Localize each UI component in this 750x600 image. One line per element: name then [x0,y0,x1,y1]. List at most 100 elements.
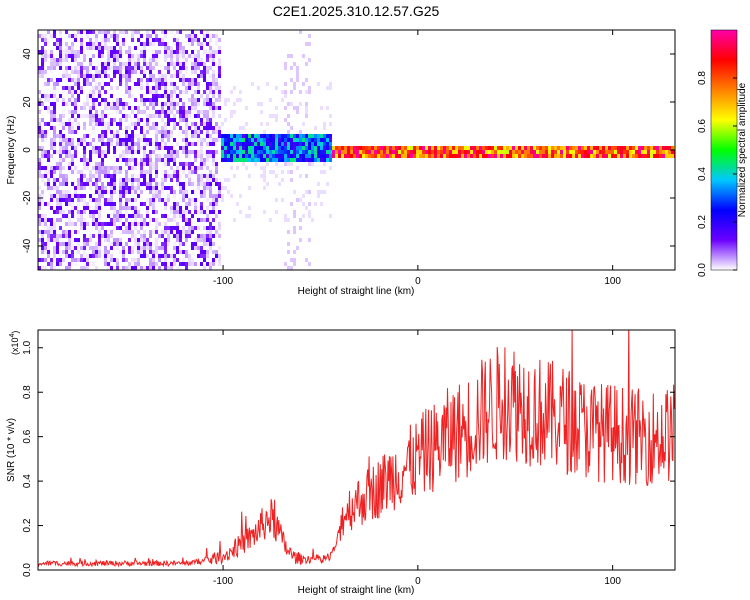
heatmap-cell [188,226,191,230]
heatmap-cell [41,238,44,242]
heatmap-cell [107,150,110,154]
heatmap-cell [53,126,56,130]
heatmap-cell [185,250,188,254]
heatmap-cell [176,42,179,46]
heatmap-cell [515,146,518,150]
heatmap-cell [113,210,116,214]
heatmap-cell [302,202,305,206]
heatmap-cell [374,154,377,158]
heatmap-cell [512,146,515,150]
heatmap-cell [611,150,614,154]
heatmap-cell [143,254,146,258]
heatmap-cell [503,150,506,154]
heatmap-cell [56,194,59,198]
heatmap-cell [263,186,266,190]
heatmap-cell [230,158,233,162]
heatmap-cell [50,238,53,242]
heatmap-cell [125,150,128,154]
heatmap-cell [95,254,98,258]
heatmap-cell [137,230,140,234]
heatmap-cell [254,142,257,146]
heatmap-cell [248,158,251,162]
heatmap-cell [146,214,149,218]
heatmap-cell [224,134,227,138]
heatmap-cell [143,226,146,230]
heatmap-cell [236,150,239,154]
heatmap-cell [125,130,128,134]
heatmap-cell [125,126,128,130]
heatmap-cell [194,198,197,202]
heatmap-cell [47,94,50,98]
heatmap-cell [173,154,176,158]
snr-plot: -100 0 100 0.00.20.40.60.81.0 Height of st… [6,329,676,596]
heatmap-cell [299,102,302,106]
heatmap-cell [212,54,215,58]
heatmap-cell [167,198,170,202]
heatmap-cell [305,62,308,66]
heatmap-cell [146,182,149,186]
colorbar-tick-label: 0.6 [697,119,708,133]
heatmap-cell [152,194,155,198]
heatmap-cell [59,226,62,230]
heatmap-cell [248,134,251,138]
heatmap-cell [53,170,56,174]
heatmap-cell [230,90,233,94]
heatmap-cell [206,158,209,162]
heatmap-cell [80,114,83,118]
heatmap-cell [266,142,269,146]
heatmap-cell [203,258,206,262]
heatmap-cell [101,234,104,238]
heatmap-cell [152,254,155,258]
heatmap-cell [164,50,167,54]
heatmap-cell [182,258,185,262]
heatmap-cell [164,202,167,206]
heatmap-cell [329,138,332,142]
heatmap-cell [257,86,260,90]
heatmap-cell [290,154,293,158]
heatmap-cell [152,218,155,222]
heatmap-cell [92,222,95,226]
heatmap-cell [659,150,662,154]
heatmap-cell [110,266,113,270]
heatmap-cell [143,174,146,178]
heatmap-cell [269,146,272,150]
heatmap-cell [176,38,179,42]
heatmap-cell [521,146,524,150]
heatmap-cell [350,150,353,154]
heatmap-cell [38,266,41,270]
heatmap-cell [173,262,176,266]
heatmap-cell [134,198,137,202]
heatmap-cell [83,106,86,110]
heatmap-cell [167,158,170,162]
heatmap-cell [47,162,50,166]
heatmap-cell [374,150,377,154]
heatmap-cell [95,226,98,230]
heatmap-cell [92,182,95,186]
heatmap-cell [248,186,251,190]
heatmap-cell [290,102,293,106]
heatmap-cell [200,174,203,178]
heatmap-cell [173,206,176,210]
heatmap-cell [179,118,182,122]
heatmap-cell [89,78,92,82]
heatmap-cell [92,214,95,218]
heatmap-cell [287,102,290,106]
heatmap-cell [176,70,179,74]
heatmap-cell [104,38,107,42]
heatmap-cell [329,134,332,138]
heatmap-cell [194,206,197,210]
heatmap-cell [134,234,137,238]
heatmap-cell [110,94,113,98]
heatmap-cell [56,150,59,154]
heatmap-cell [248,174,251,178]
heatmap-cell [272,150,275,154]
heatmap-cell [104,98,107,102]
heatmap-cell [170,114,173,118]
heatmap-cell [569,150,572,154]
heatmap-cell [131,54,134,58]
heatmap-cell [38,214,41,218]
heatmap-cell [170,98,173,102]
heatmap-cell [320,134,323,138]
heatmap-cell [215,178,218,182]
heatmap-cell [113,186,116,190]
